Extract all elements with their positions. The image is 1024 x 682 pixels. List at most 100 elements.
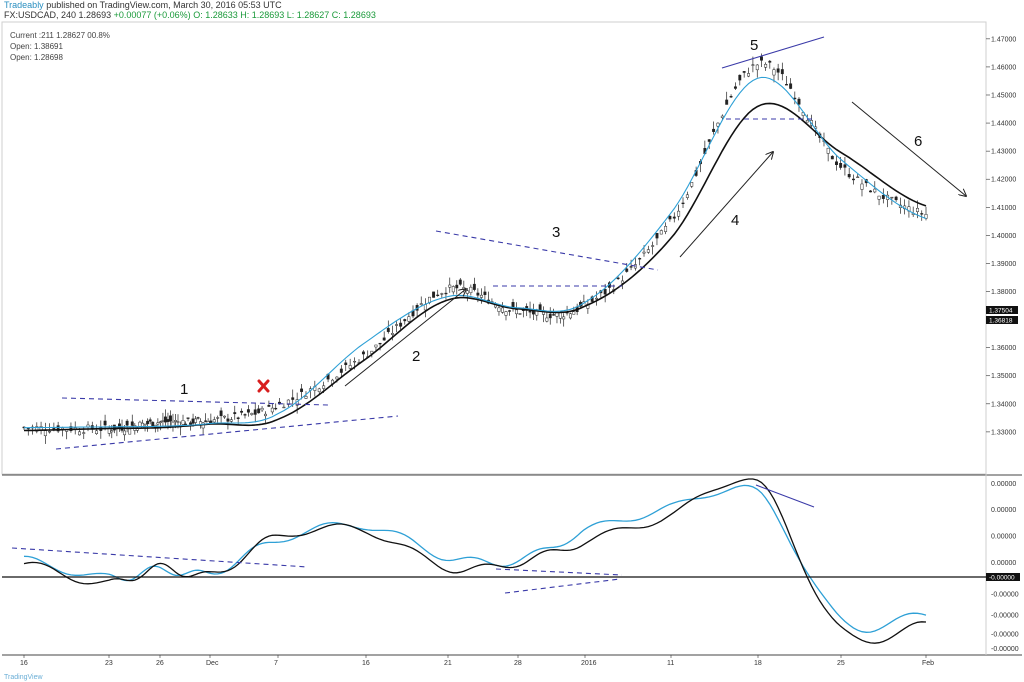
time-tick-label: 11 <box>667 660 674 667</box>
candle <box>291 389 295 407</box>
candle <box>229 416 233 423</box>
ohlc-values: O: 1.28633 H: 1.28693 L: 1.28627 C: 1.28… <box>193 10 376 20</box>
candle <box>138 420 142 427</box>
candle <box>264 411 267 425</box>
price-tick-label: 1.34000 <box>991 401 1016 408</box>
osc-zero-label-box <box>986 573 1020 581</box>
symbol-label: FX:USDCAD, 240 <box>4 10 77 20</box>
candle <box>907 200 911 218</box>
wave-label-4: 4 <box>731 212 739 229</box>
candle <box>785 76 788 86</box>
oscillator-axis[interactable]: 0.00000 0.00000 0.00000 0.00000 -0.00000 -0.0… <box>991 481 1019 653</box>
price-axis[interactable]: 1.47000 1.46000 1.45000 1.44000 1.43000 1.420… <box>986 36 1016 436</box>
trendline-1-lower[interactable] <box>55 415 399 450</box>
osc-trendline-1[interactable] <box>11 547 309 568</box>
candle <box>179 421 182 436</box>
candle <box>186 417 190 422</box>
candle <box>226 413 230 430</box>
candle <box>436 289 440 297</box>
candle <box>403 318 407 325</box>
candle <box>851 174 855 185</box>
candle <box>672 212 676 223</box>
arrow-wave-6[interactable] <box>851 101 966 196</box>
candle <box>407 312 411 324</box>
arrow-drawings[interactable] <box>344 101 966 387</box>
time-tick-label: 16 <box>362 660 370 667</box>
tradingview-watermark: TradingView <box>4 674 43 681</box>
candle <box>595 291 598 306</box>
candle <box>274 403 278 411</box>
candle <box>148 417 152 425</box>
candle <box>511 298 515 312</box>
candle <box>886 191 890 208</box>
candle <box>26 427 30 436</box>
candle <box>518 312 522 315</box>
candle <box>48 423 52 434</box>
candle <box>869 189 872 193</box>
candle <box>465 288 469 302</box>
price-tick-label: 1.47000 <box>991 36 1016 43</box>
candle <box>395 321 398 333</box>
time-tick-label: 26 <box>156 660 164 667</box>
candle <box>243 413 247 419</box>
candle <box>472 277 476 292</box>
candle <box>668 215 672 222</box>
candle <box>219 407 223 424</box>
publisher-name[interactable]: Tradeably <box>4 0 44 10</box>
price-tick-label: 1.42000 <box>991 177 1016 184</box>
candle <box>562 313 566 327</box>
time-axis[interactable]: 16 23 26 Dec 7 16 21 28 2016 11 18 25 Feb <box>20 655 934 667</box>
candle <box>733 82 737 91</box>
oscillator-lines <box>23 478 927 644</box>
candle <box>903 199 907 215</box>
candle <box>260 406 264 413</box>
candle <box>43 422 47 444</box>
osc-trendline-5[interactable] <box>755 484 815 508</box>
candle <box>130 414 134 427</box>
legend-current: Current :211 1.28627 00.8% <box>10 31 110 40</box>
ema-slow-path <box>23 102 927 432</box>
header-line-2: FX:USDCAD, 240 1.28693 +0.00077 (+0.06%)… <box>4 10 376 20</box>
osc-trendline-3-lower[interactable] <box>504 578 621 594</box>
candle <box>911 206 915 217</box>
candle <box>789 78 793 90</box>
candle <box>374 344 378 352</box>
arrow-wave-4[interactable] <box>679 152 773 258</box>
candle <box>196 416 200 420</box>
candle <box>250 412 254 416</box>
candle <box>382 331 386 341</box>
candle <box>638 257 642 266</box>
candle <box>664 222 668 235</box>
candle <box>199 418 203 429</box>
chart-header: Tradeably published on TradingView.com, … <box>4 0 376 20</box>
osc-trendline-3-upper[interactable] <box>495 568 623 576</box>
candle <box>361 350 365 361</box>
osc-tick-label: 0.00000 <box>991 507 1016 514</box>
trendline-drawings[interactable] <box>11 36 825 594</box>
candle <box>515 302 518 319</box>
arrow-wave-2[interactable] <box>344 289 466 387</box>
price-tick-label: 1.38000 <box>991 289 1016 296</box>
osc-tick-label: -0.00000 <box>991 591 1019 598</box>
trendline-3-upper[interactable] <box>435 230 659 271</box>
osc-zero-label: -0.00000 <box>989 575 1015 582</box>
wave-label-6: 6 <box>914 133 922 150</box>
candle <box>216 415 220 423</box>
candle <box>286 399 290 408</box>
candle <box>768 59 772 69</box>
price-tick-label: 1.39000 <box>991 261 1016 268</box>
candle <box>257 405 261 414</box>
candle <box>156 418 160 432</box>
red-x-marker-icon[interactable] <box>257 379 270 393</box>
candle <box>772 67 776 83</box>
candle <box>483 286 487 300</box>
candle <box>411 305 415 319</box>
candle <box>282 403 286 409</box>
candle <box>847 167 851 179</box>
candle <box>920 210 924 221</box>
trendline-5-top[interactable] <box>721 36 825 69</box>
candle <box>95 424 99 435</box>
legend-open-1: Open: 1.38691 <box>10 42 63 51</box>
candle <box>894 195 898 202</box>
